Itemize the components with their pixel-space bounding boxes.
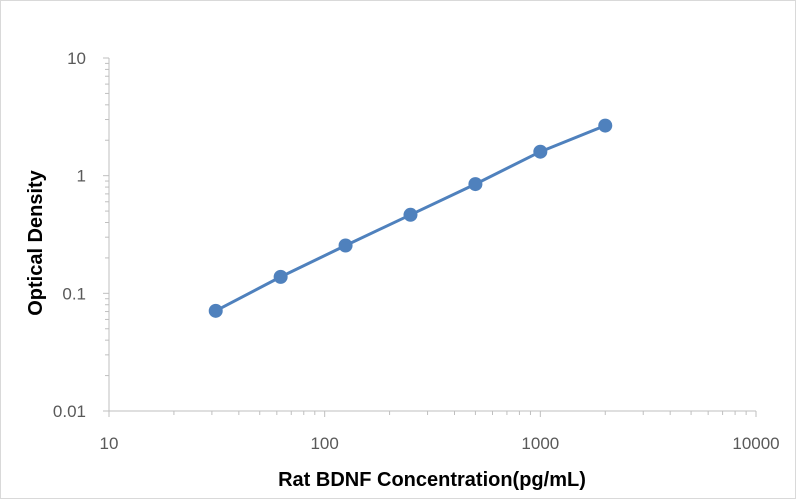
data-point bbox=[338, 238, 353, 253]
data-point bbox=[533, 144, 548, 159]
x-axis-title: Rat BDNF Concentration(pg/mL) bbox=[278, 469, 586, 491]
y-axis-title: Optical Density bbox=[25, 169, 47, 315]
data-point bbox=[468, 177, 483, 192]
data-point bbox=[208, 303, 223, 318]
data-point bbox=[273, 269, 288, 284]
series-layer bbox=[208, 118, 613, 318]
x-tick-label: 100 bbox=[310, 434, 338, 453]
data-point bbox=[403, 207, 418, 222]
y-tick-label: 0.01 bbox=[53, 402, 86, 421]
x-tick-label: 1000 bbox=[521, 434, 559, 453]
x-tick-label: 10000 bbox=[732, 434, 779, 453]
x-tick-label: 10 bbox=[100, 434, 119, 453]
y-tick-label: 0.1 bbox=[62, 284, 86, 303]
y-tick-label: 10 bbox=[67, 49, 86, 68]
data-point bbox=[598, 118, 613, 133]
axes: 10 100 1000 10000 0.01 0.1 1 10 bbox=[53, 49, 780, 453]
y-tick-label: 1 bbox=[77, 167, 86, 186]
